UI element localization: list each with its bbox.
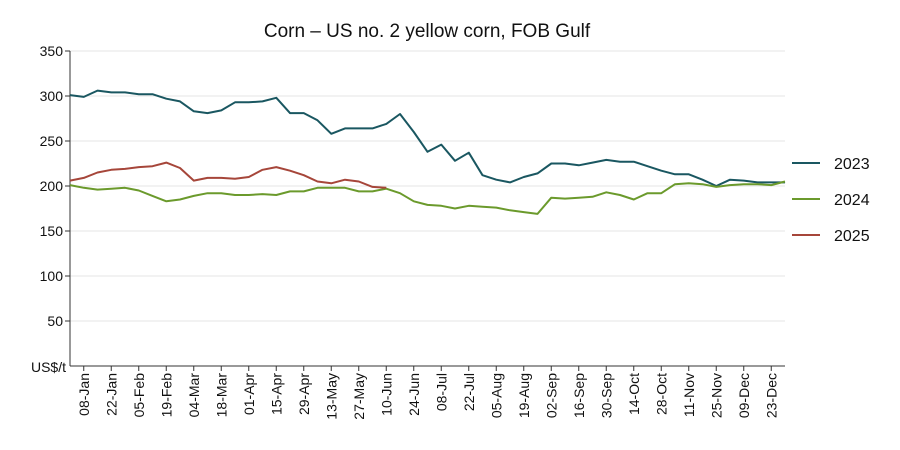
series-line-2023: [69, 89, 785, 187]
x-tick-label: 30-Sep: [598, 373, 614, 418]
x-tick-label: 19-Aug: [516, 373, 532, 418]
x-tick-label: 08-Jul: [433, 373, 449, 411]
x-tick-label: 01-Apr: [241, 373, 257, 415]
legend: 2023 2024 2025: [792, 156, 870, 245]
y-tick-label: 100: [40, 268, 64, 284]
series-line-2024: [69, 180, 786, 215]
legend-label-2025: 2025: [834, 228, 870, 245]
y-tick-label: 250: [40, 133, 64, 149]
x-tick-label: 23-Dec: [763, 373, 779, 418]
legend-label-2024: 2024: [834, 192, 870, 209]
x-tick-label: 22-Jul: [461, 373, 477, 411]
y-axis-unit-label: US$/t: [31, 359, 66, 375]
x-tick-label: 27-May: [351, 373, 367, 420]
x-tick-label: 22-Jan: [103, 373, 119, 416]
x-tick-label: 24-Jun: [406, 373, 422, 416]
x-tick-label: 29-Apr: [296, 373, 312, 415]
x-tick-label: 18-Mar: [213, 373, 229, 418]
x-tick-label: 16-Sep: [571, 373, 587, 418]
x-tick-label: 09-Dec: [736, 373, 752, 418]
series-line-2025: [69, 161, 387, 189]
x-tick-label: 28-Oct: [653, 373, 669, 415]
x-tick-label: 13-May: [323, 373, 339, 420]
x-tick-label: 08-Jan: [76, 373, 92, 416]
y-tick-label: 300: [40, 88, 64, 104]
x-tick-label: 05-Feb: [131, 373, 147, 418]
x-tick-label: 25-Nov: [708, 373, 724, 418]
y-tick-label: 150: [40, 223, 64, 239]
x-tick-label: 10-Jun: [378, 373, 394, 416]
series-lines: [69, 89, 786, 215]
legend-label-2023: 2023: [834, 156, 870, 173]
x-tick-label: 05-Aug: [488, 373, 504, 418]
y-tick-label: 50: [47, 313, 63, 329]
y-tick-label: 200: [40, 178, 64, 194]
gridlines: [70, 50, 785, 322]
x-tick-label: 19-Feb: [158, 373, 174, 418]
x-tick-label: 04-Mar: [186, 373, 202, 418]
x-tick-label: 15-Apr: [268, 373, 284, 415]
y-tick-label: 350: [40, 43, 64, 59]
axes: 50 100 150 200 250 300 350 08-Jan 22-Jan 05-Feb 19…: [40, 43, 785, 420]
x-tick-label: 02-Sep: [543, 373, 559, 418]
x-tick-label: 11-Nov: [681, 373, 697, 417]
chart-title: Corn – US no. 2 yellow corn, FOB Gulf: [264, 21, 591, 42]
x-tick-label: 14-Oct: [626, 373, 642, 415]
